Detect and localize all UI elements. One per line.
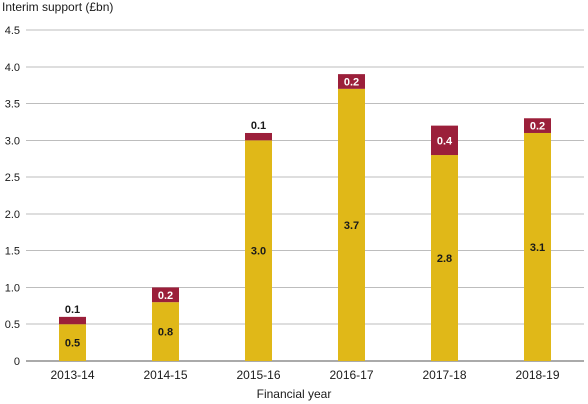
bar-segment-main: [338, 88, 365, 361]
y-axis-title: Interim support (£bn): [2, 0, 114, 14]
y-tick-label: 3.5: [5, 99, 20, 111]
x-tick-label: 2016-17: [329, 368, 373, 382]
y-tick-label: 2.5: [5, 172, 20, 184]
x-tick-label: 2017-18: [422, 368, 466, 382]
bar-segment-main: [524, 132, 551, 361]
x-tick-label: 2014-15: [143, 368, 187, 382]
bar-segment-top: [524, 118, 551, 133]
data-label: 0.2: [158, 290, 173, 302]
y-tick-label: 0: [14, 356, 20, 368]
x-tick-label: 2013-14: [50, 368, 94, 382]
y-tick-label: 4.5: [5, 25, 20, 37]
y-tick-label: 4.0: [5, 62, 20, 74]
bar-segment-top: [59, 316, 86, 325]
data-label: 0.5: [65, 338, 80, 350]
x-axis-title: Financial year: [256, 387, 332, 401]
bar-segment-main: [59, 324, 86, 361]
data-label: 2.8: [437, 253, 452, 265]
data-label: 0.2: [344, 76, 359, 88]
bar-segment-main: [245, 140, 272, 361]
y-tick-label: 1.0: [5, 282, 20, 294]
data-label: 3.0: [251, 246, 266, 258]
y-tick-label: 2.0: [5, 209, 20, 221]
data-label: 0.2: [530, 121, 545, 133]
bar-segment-top: [338, 74, 365, 89]
data-label: 0.1: [65, 304, 80, 316]
y-tick-label: 0.5: [5, 319, 20, 331]
data-label: 3.1: [530, 242, 545, 254]
y-tick-label: 3.0: [5, 135, 20, 147]
bar-segment-top: [152, 287, 179, 303]
bar-segment-top: [431, 125, 458, 156]
data-label: 0.8: [158, 327, 173, 339]
bar-segment-main: [152, 302, 179, 361]
data-label: 0.4: [437, 135, 453, 147]
bar-segment-main: [431, 155, 458, 361]
y-tick-label: 1.5: [5, 246, 20, 258]
x-tick-label: 2018-19: [515, 368, 559, 382]
data-label: 0.1: [251, 120, 266, 132]
bar-segment-top: [245, 132, 272, 141]
x-tick-label: 2015-16: [236, 368, 280, 382]
data-label: 3.7: [344, 220, 359, 232]
